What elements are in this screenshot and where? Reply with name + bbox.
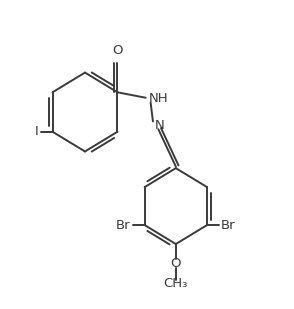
Text: Br: Br: [221, 218, 235, 231]
Text: I: I: [35, 125, 39, 138]
Text: CH₃: CH₃: [164, 277, 188, 290]
Text: O: O: [171, 257, 181, 270]
Text: NH: NH: [149, 92, 169, 105]
Text: O: O: [112, 44, 123, 57]
Text: N: N: [154, 119, 164, 132]
Text: Br: Br: [116, 218, 131, 231]
